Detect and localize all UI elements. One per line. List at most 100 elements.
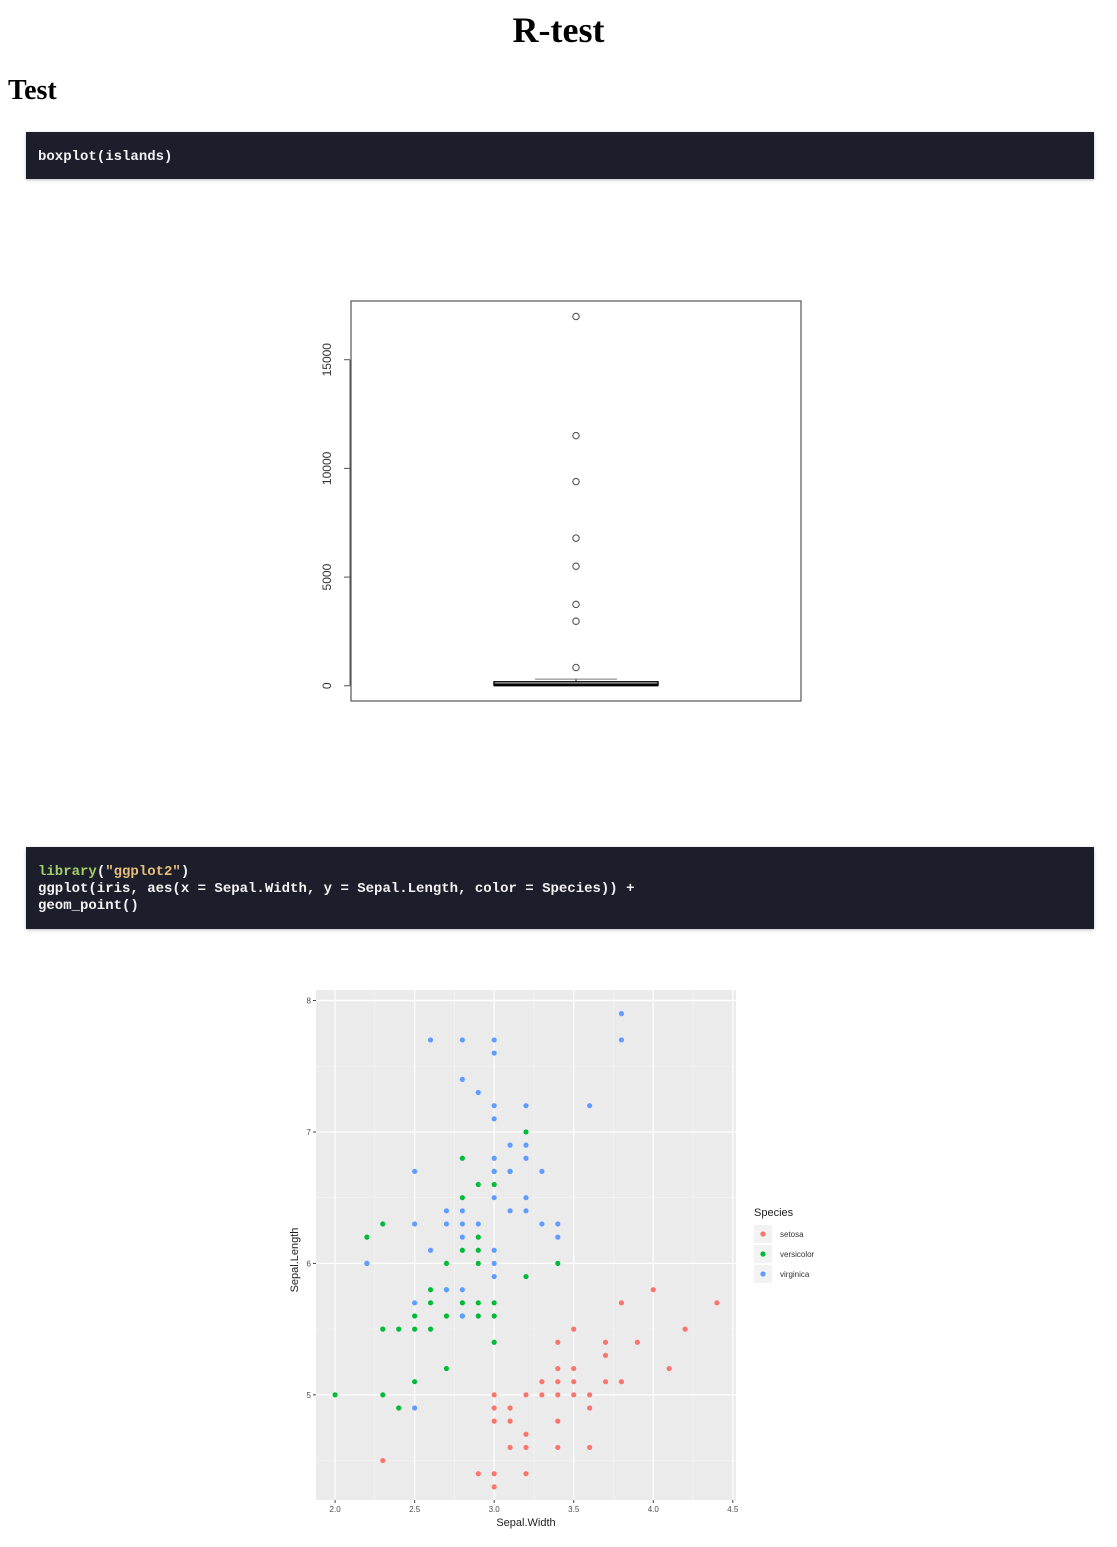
- data-point-versicolor: [443, 1260, 450, 1267]
- boxplot-outlier: [572, 534, 580, 542]
- boxplot-chart: 0 5000 10000 15000: [320, 300, 802, 702]
- data-point-virginica: [412, 1221, 418, 1227]
- data-point-setosa: [555, 1339, 561, 1345]
- data-point-setosa: [523, 1471, 529, 1477]
- data-point-setosa: [555, 1444, 561, 1451]
- data-point-setosa: [507, 1405, 513, 1411]
- data-point-virginica: [507, 1208, 513, 1214]
- data-point-virginica: [427, 1037, 434, 1043]
- data-point-setosa: [682, 1326, 688, 1332]
- code-paren: (: [96, 864, 106, 880]
- data-point-virginica: [412, 1405, 418, 1411]
- data-point-virginica: [491, 1273, 497, 1280]
- data-point-versicolor: [475, 1313, 481, 1319]
- data-point-setosa: [380, 1457, 386, 1464]
- code-paren: ): [180, 864, 190, 880]
- data-point-setosa: [666, 1365, 672, 1372]
- data-point-setosa: [491, 1484, 497, 1490]
- data-point-virginica: [555, 1234, 561, 1240]
- data-point-virginica: [364, 1260, 370, 1267]
- data-point-virginica: [539, 1221, 545, 1227]
- boxplot-outlier: [572, 312, 580, 321]
- legend-marker-setosa: [760, 1231, 766, 1237]
- x-tick-label: 2.0: [330, 1505, 342, 1514]
- data-point-versicolor: [523, 1129, 529, 1135]
- code-block-ggplot: library("ggplot2") ggplot(iris, aes(x = …: [26, 847, 1094, 929]
- data-point-setosa: [602, 1352, 609, 1359]
- data-point-setosa: [491, 1405, 497, 1411]
- data-point-versicolor: [364, 1234, 370, 1240]
- data-point-versicolor: [491, 1181, 497, 1188]
- data-point-versicolor: [475, 1247, 481, 1253]
- data-point-virginica: [507, 1142, 513, 1148]
- data-point-virginica: [491, 1155, 497, 1161]
- page-title: R-test: [512, 10, 605, 50]
- y-tick-label: 5: [307, 1391, 312, 1400]
- data-point-setosa: [571, 1379, 577, 1385]
- data-point-virginica: [491, 1050, 497, 1056]
- data-point-virginica: [443, 1208, 450, 1214]
- data-point-versicolor: [443, 1313, 450, 1319]
- data-point-setosa: [539, 1379, 545, 1385]
- plot-panel: [316, 990, 736, 1500]
- data-point-versicolor: [396, 1405, 402, 1411]
- data-point-versicolor: [523, 1273, 529, 1280]
- data-point-versicolor: [427, 1287, 434, 1293]
- data-point-setosa: [555, 1418, 561, 1424]
- data-point-setosa: [571, 1392, 577, 1398]
- legend-title: Species: [754, 1207, 794, 1219]
- boxplot-outlier: [572, 431, 580, 440]
- data-point-virginica: [507, 1168, 513, 1174]
- data-point-virginica: [539, 1168, 545, 1174]
- data-point-setosa: [587, 1392, 593, 1398]
- data-point-versicolor: [332, 1392, 338, 1398]
- legend-label: virginica: [780, 1270, 810, 1279]
- data-point-versicolor: [491, 1300, 497, 1306]
- data-point-setosa: [555, 1392, 561, 1398]
- data-point-versicolor: [412, 1313, 418, 1319]
- data-point-virginica: [523, 1195, 529, 1201]
- data-point-virginica: [443, 1221, 450, 1227]
- data-point-setosa: [523, 1431, 529, 1437]
- data-point-virginica: [491, 1260, 497, 1267]
- data-point-virginica: [523, 1208, 529, 1214]
- data-point-versicolor: [396, 1326, 402, 1332]
- data-point-setosa: [618, 1379, 625, 1385]
- data-point-setosa: [602, 1379, 609, 1385]
- data-point-versicolor: [412, 1379, 418, 1385]
- y-axis-title: Sepal.Length: [289, 1228, 301, 1293]
- data-point-versicolor: [475, 1181, 481, 1188]
- data-point-virginica: [459, 1234, 465, 1240]
- data-point-versicolor: [380, 1221, 386, 1227]
- data-point-versicolor: [459, 1155, 465, 1161]
- data-point-virginica: [459, 1287, 465, 1293]
- data-point-versicolor: [491, 1313, 497, 1319]
- data-point-virginica: [443, 1287, 450, 1293]
- data-point-setosa: [618, 1300, 625, 1306]
- data-point-setosa: [507, 1418, 513, 1424]
- data-point-virginica: [523, 1155, 529, 1161]
- x-tick-label: 2.5: [409, 1505, 421, 1514]
- data-point-virginica: [475, 1089, 481, 1096]
- data-point-versicolor: [475, 1300, 481, 1306]
- code-line: geom_point(): [38, 898, 139, 914]
- data-point-setosa: [571, 1365, 577, 1372]
- data-point-virginica: [618, 1011, 625, 1017]
- data-point-setosa: [491, 1471, 497, 1477]
- data-point-setosa: [587, 1444, 593, 1451]
- x-tick-label: 4.5: [727, 1505, 739, 1514]
- data-point-setosa: [555, 1379, 561, 1385]
- y-tick-label: 15000: [320, 343, 334, 377]
- x-tick-label: 4.0: [648, 1505, 660, 1514]
- data-point-virginica: [555, 1221, 561, 1227]
- data-point-setosa: [523, 1444, 529, 1451]
- data-point-setosa: [602, 1339, 609, 1345]
- data-point-virginica: [523, 1103, 529, 1109]
- legend-label: setosa: [780, 1230, 804, 1239]
- code-line: ggplot(iris, aes(x = Sepal.Width, y = Se…: [38, 881, 635, 897]
- code-string: "ggplot2": [105, 864, 181, 880]
- data-point-setosa: [650, 1287, 656, 1293]
- data-point-virginica: [459, 1313, 465, 1319]
- data-point-virginica: [459, 1221, 465, 1227]
- y-tick-label: 5000: [320, 563, 334, 590]
